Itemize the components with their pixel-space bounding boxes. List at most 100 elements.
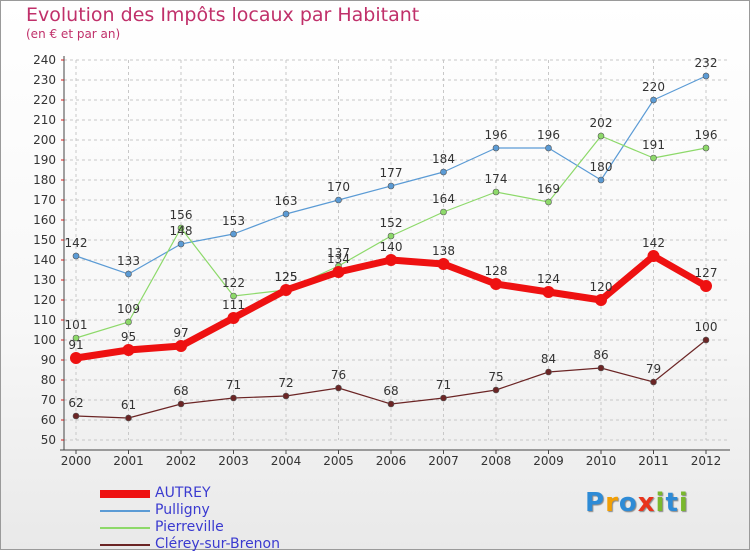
data-point-pierreville	[177, 224, 185, 232]
x-tick-label: 2003	[218, 454, 249, 468]
proxiti-logo: Proxiti	[585, 488, 689, 518]
data-label-pierreville: 156	[170, 208, 193, 222]
x-tick-label: 2004	[271, 454, 302, 468]
data-point-pulligny	[125, 270, 132, 278]
data-label-pulligny: 196	[537, 128, 560, 142]
y-tick-label: 80	[41, 373, 56, 387]
legend-swatch-pulligny	[100, 510, 150, 512]
y-tick-label: 240	[33, 53, 56, 67]
data-label-cl-rey-sur-brenon: 61	[121, 398, 136, 412]
data-point-autrey	[385, 254, 397, 266]
data-label-pierreville: 125	[275, 270, 298, 284]
data-point-autrey	[437, 258, 450, 270]
data-label-autrey: 138	[432, 244, 455, 258]
data-label-autrey: 111	[222, 298, 245, 312]
data-label-cl-rey-sur-brenon: 86	[593, 348, 608, 362]
data-label-pulligny: 184	[432, 152, 455, 166]
logo-letter: o	[618, 488, 638, 518]
data-label-pulligny: 220	[642, 80, 665, 94]
x-tick-label: 2008	[481, 454, 512, 468]
data-label-pulligny: 148	[170, 224, 193, 238]
data-label-autrey: 125	[275, 270, 298, 284]
data-label-pierreville: 164	[432, 192, 455, 206]
legend-swatch-pierreville	[100, 527, 150, 529]
data-point-autrey	[332, 266, 345, 278]
y-tick-label: 210	[33, 113, 56, 127]
data-point-autrey	[542, 286, 555, 298]
data-point-pulligny	[702, 72, 710, 80]
data-point-pulligny	[440, 168, 447, 176]
data-label-pulligny: 196	[485, 128, 508, 142]
data-point-pulligny	[650, 96, 657, 104]
data-point-pulligny	[282, 210, 290, 218]
data-point-cl-rey-sur-brenon	[702, 336, 710, 344]
data-label-autrey: 97	[173, 326, 188, 340]
data-label-pulligny: 170	[327, 180, 350, 194]
data-label-pierreville: 191	[642, 138, 665, 152]
data-label-autrey: 120	[590, 280, 613, 294]
data-point-pierreville	[492, 188, 500, 196]
logo-letter: P	[585, 488, 606, 518]
data-point-cl-rey-sur-brenon	[440, 394, 447, 402]
data-point-cl-rey-sur-brenon	[545, 368, 552, 376]
logo-letter: r	[605, 488, 619, 518]
data-point-cl-rey-sur-brenon	[230, 394, 237, 402]
data-label-pulligny: 180	[590, 160, 613, 174]
data-point-autrey	[700, 280, 712, 292]
data-label-pulligny: 232	[695, 56, 718, 70]
data-label-pulligny: 142	[65, 236, 88, 250]
data-point-pulligny	[72, 252, 80, 260]
logo-letter: t	[665, 488, 679, 518]
x-tick-label: 2002	[166, 454, 197, 468]
data-point-autrey	[122, 344, 135, 356]
data-label-pierreville: 174	[485, 172, 508, 186]
y-tick-label: 110	[33, 313, 56, 327]
data-point-pierreville	[72, 334, 80, 342]
data-label-autrey: 127	[695, 266, 718, 280]
data-point-pierreville	[387, 232, 395, 240]
data-point-autrey	[70, 352, 82, 364]
data-label-pulligny: 177	[380, 166, 403, 180]
data-label-cl-rey-sur-brenon: 68	[383, 384, 398, 398]
data-point-pierreville	[702, 144, 710, 152]
data-label-autrey: 95	[121, 330, 136, 344]
data-point-pulligny	[230, 230, 237, 238]
data-point-pierreville	[545, 198, 552, 206]
legend-label-cl-rey-sur-brenon: Clérey-sur-Brenon	[155, 536, 280, 552]
data-label-cl-rey-sur-brenon: 84	[541, 352, 556, 366]
y-tick-label: 150	[33, 233, 56, 247]
data-point-cl-rey-sur-brenon	[72, 412, 80, 420]
y-tick-label: 100	[33, 333, 56, 347]
data-label-pierreville: 196	[695, 128, 718, 142]
legend-label-pulligny: Pulligny	[155, 502, 210, 518]
logo-letter: i	[655, 488, 666, 518]
data-point-cl-rey-sur-brenon	[597, 364, 605, 372]
data-label-cl-rey-sur-brenon: 72	[278, 376, 293, 390]
data-point-pulligny	[597, 176, 605, 184]
x-tick-label: 2011	[638, 454, 669, 468]
y-tick-label: 190	[33, 153, 56, 167]
x-tick-label: 2009	[533, 454, 564, 468]
data-label-cl-rey-sur-brenon: 68	[173, 384, 188, 398]
y-tick-label: 130	[33, 273, 56, 287]
data-point-pulligny	[387, 182, 395, 190]
y-tick-label: 220	[33, 93, 56, 107]
data-label-cl-rey-sur-brenon: 79	[646, 362, 661, 376]
legend-label-pierreville: Pierreville	[155, 519, 224, 535]
y-tick-label: 230	[33, 73, 56, 87]
data-label-pulligny: 133	[117, 254, 140, 268]
data-point-pierreville	[230, 292, 237, 300]
data-label-cl-rey-sur-brenon: 71	[226, 378, 241, 392]
data-label-autrey: 142	[642, 236, 665, 250]
data-label-autrey: 128	[485, 264, 508, 278]
y-tick-label: 140	[33, 253, 56, 267]
data-point-pierreville	[650, 154, 657, 162]
y-tick-label: 170	[33, 193, 56, 207]
y-tick-label: 70	[41, 393, 56, 407]
data-point-cl-rey-sur-brenon	[282, 392, 290, 400]
data-point-cl-rey-sur-brenon	[387, 400, 395, 408]
data-point-cl-rey-sur-brenon	[650, 378, 657, 386]
data-point-autrey	[280, 284, 292, 296]
x-tick-label: 2001	[113, 454, 144, 468]
